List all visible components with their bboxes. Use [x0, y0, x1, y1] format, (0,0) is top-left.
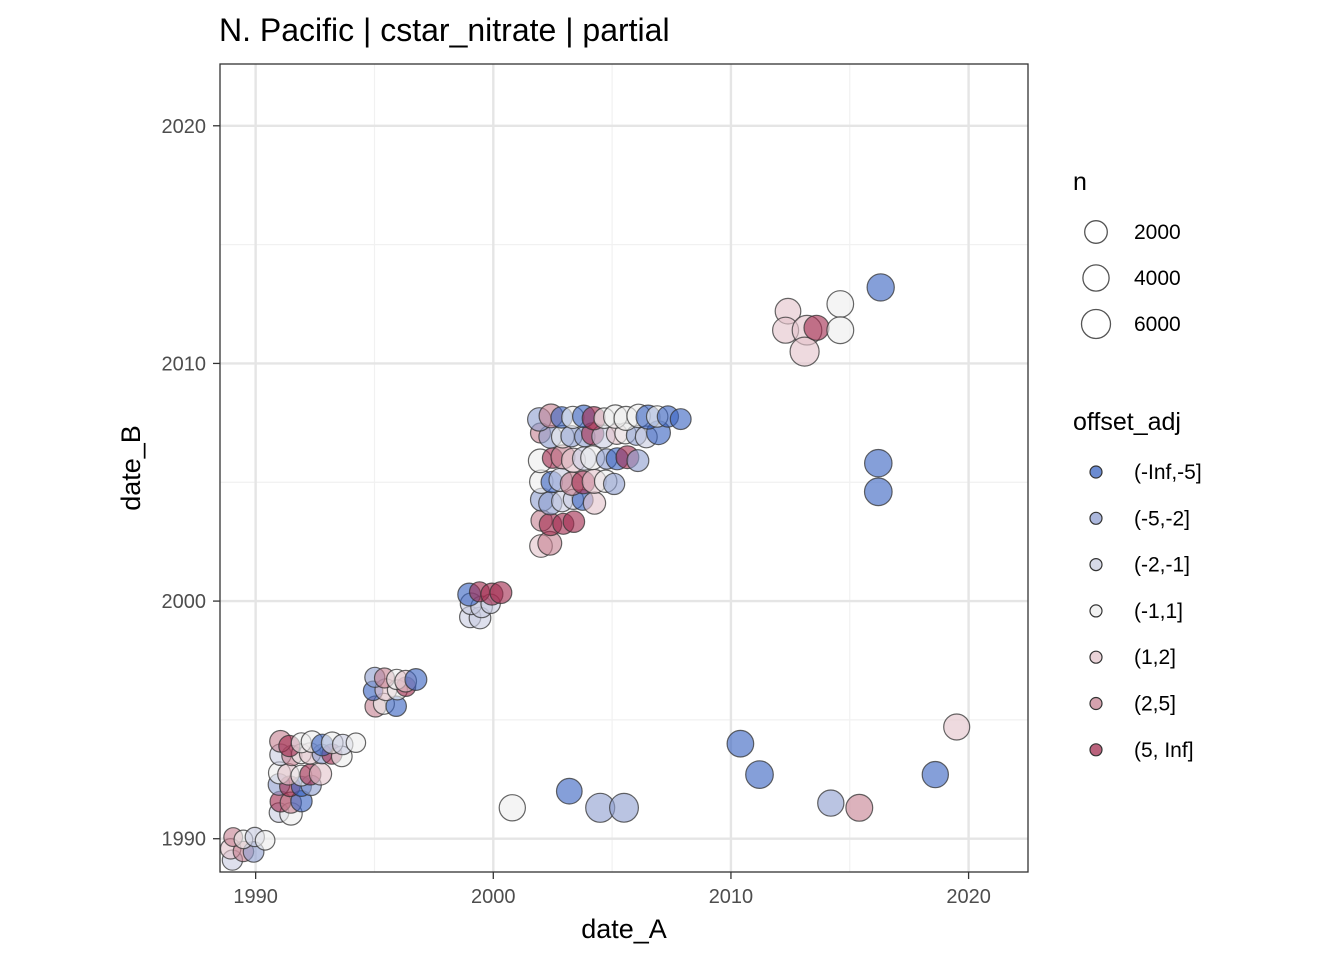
size-legend-key — [1084, 220, 1108, 244]
data-point — [608, 792, 639, 823]
x-axis: 1990 2000 2010 2020 — [233, 872, 991, 908]
data-point — [308, 762, 333, 786]
color-legend-label: (-1,1] — [1134, 600, 1183, 623]
data-point — [863, 448, 893, 478]
size-legend-label: 2000 — [1134, 221, 1181, 244]
data-point — [626, 449, 650, 473]
color-legend-title: offset_adj — [1073, 408, 1181, 436]
color-legend: offset_adj (-Inf,-5] (-5,-2] (-2,-1] (-1,1]… — [1073, 408, 1202, 762]
data-point — [866, 273, 895, 302]
data-point — [562, 510, 586, 533]
data-points — [220, 273, 971, 871]
x-tick-label: 2010 — [709, 886, 754, 908]
y-axis: 1990 2000 2010 2020 — [162, 116, 220, 851]
data-point — [498, 794, 526, 822]
data-point — [254, 829, 276, 851]
data-point — [826, 290, 855, 318]
color-legend-key — [1089, 743, 1103, 757]
data-point — [404, 667, 428, 691]
color-legend-key — [1089, 650, 1103, 664]
color-legend-label: (-5,-2] — [1134, 507, 1190, 530]
color-legend-label: (2,5] — [1134, 693, 1176, 716]
size-legend-key — [1080, 308, 1112, 340]
data-point — [803, 314, 830, 341]
data-point — [863, 477, 893, 507]
grid-major — [220, 64, 1028, 872]
data-point — [582, 491, 607, 515]
data-point — [921, 760, 950, 789]
color-legend-label: (1,2] — [1134, 646, 1176, 669]
x-tick-label: 2020 — [946, 886, 991, 908]
data-point — [602, 472, 626, 496]
data-point — [669, 408, 692, 431]
y-tick-label: 1990 — [162, 829, 207, 851]
y-tick-label: 2010 — [162, 353, 207, 375]
color-legend-label: (5, Inf] — [1134, 739, 1194, 762]
size-legend-label: 4000 — [1134, 267, 1181, 290]
chart-title: N. Pacific | cstar_nitrate | partial — [219, 12, 670, 48]
size-legend: n 2000 4000 6000 — [1073, 168, 1181, 340]
color-legend-key — [1089, 511, 1103, 525]
data-point — [726, 729, 755, 758]
data-point — [489, 581, 513, 605]
data-point — [555, 777, 583, 805]
color-legend-label: (-2,-1] — [1134, 554, 1190, 577]
color-legend-key — [1089, 557, 1103, 572]
size-legend-key — [1082, 264, 1110, 292]
data-point — [826, 316, 855, 345]
panel-border — [219, 63, 1029, 873]
data-point — [845, 793, 874, 822]
color-legend-label: (-Inf,-5] — [1134, 461, 1202, 484]
data-point — [943, 713, 971, 741]
data-point — [345, 732, 367, 753]
size-legend-title: n — [1073, 168, 1087, 196]
data-point — [745, 760, 774, 789]
color-legend-key — [1089, 465, 1103, 479]
size-legend-label: 6000 — [1134, 313, 1181, 336]
data-point — [817, 789, 845, 817]
data-point — [789, 336, 820, 367]
color-legend-key — [1089, 604, 1103, 618]
x-axis-label: date_A — [581, 914, 667, 944]
y-tick-label: 2000 — [162, 591, 207, 613]
color-legend-key — [1089, 696, 1103, 711]
x-tick-label: 2000 — [471, 886, 516, 908]
x-tick-label: 1990 — [233, 886, 278, 908]
y-tick-label: 2020 — [162, 116, 207, 138]
y-axis-label: date_B — [116, 425, 146, 511]
